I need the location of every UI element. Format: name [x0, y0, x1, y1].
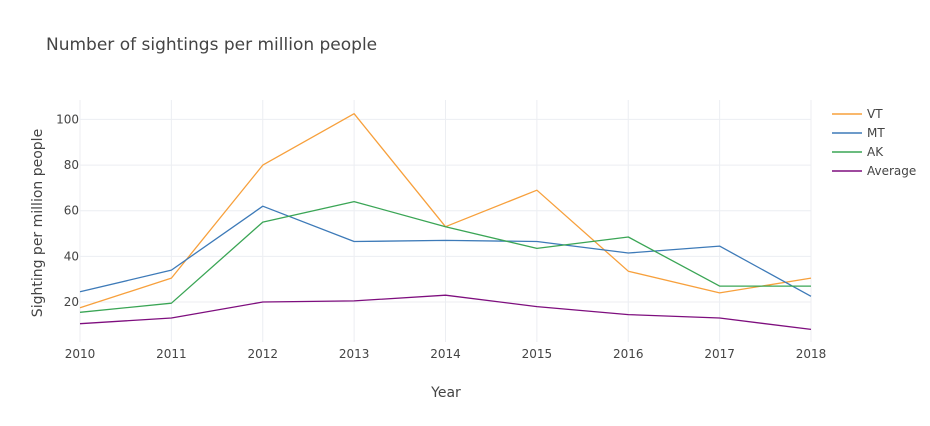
x-tick-label: 2013	[339, 347, 370, 361]
legend-label: AK	[867, 145, 884, 159]
x-tick-label: 2010	[65, 347, 96, 361]
legend-item-mt[interactable]: MT	[832, 126, 885, 140]
y-axis-ticks: 20 40 60 80 100	[56, 112, 79, 309]
x-tick-label: 2014	[430, 347, 461, 361]
x-tick-label: 2015	[522, 347, 553, 361]
x-tick-label: 2017	[704, 347, 735, 361]
grid	[79, 100, 812, 342]
series-line-average	[79, 294, 812, 331]
legend-label: VT	[867, 107, 883, 121]
x-axis-title: Year	[430, 385, 461, 401]
legend-label: Average	[867, 164, 916, 178]
x-tick-label: 2018	[796, 347, 827, 361]
x-tick-label: 2016	[613, 347, 644, 361]
y-tick-label: 20	[64, 295, 79, 309]
x-tick-label: 2011	[156, 347, 187, 361]
legend-item-vt[interactable]: VT	[832, 107, 883, 121]
x-tick-label: 2012	[247, 347, 278, 361]
y-axis-title: Sighting per million people	[30, 129, 46, 317]
y-tick-label: 100	[56, 112, 79, 126]
y-tick-label: 80	[64, 158, 79, 172]
chart-title: Number of sightings per million people	[46, 35, 377, 55]
series-line-ak	[79, 200, 811, 313]
y-tick-label: 60	[64, 204, 79, 218]
legend-item-average[interactable]: Average	[832, 164, 916, 178]
series-line-mt	[79, 205, 812, 297]
legend-label: MT	[867, 126, 885, 140]
x-axis-ticks: 2010 2011 2012 2013 2014 2015 2016 2017 2018	[65, 347, 827, 361]
y-tick-label: 40	[64, 249, 79, 263]
legend-item-ak[interactable]: AK	[832, 145, 884, 159]
series-lines	[79, 113, 812, 331]
legend[interactable]: VT MT AK Average	[832, 107, 916, 178]
